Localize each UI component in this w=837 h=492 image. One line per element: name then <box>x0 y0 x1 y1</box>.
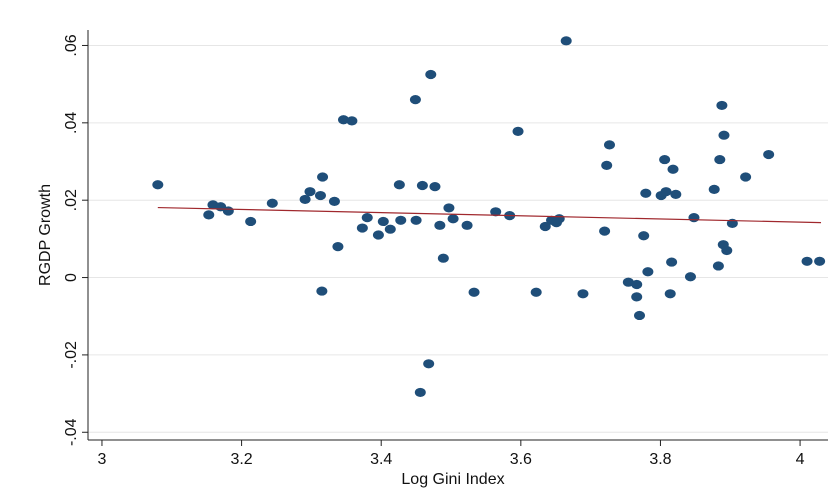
data-point <box>634 310 646 321</box>
data-point <box>530 287 542 297</box>
data-point <box>603 140 615 150</box>
data-point <box>372 230 384 240</box>
x-tick-label: 4 <box>796 451 805 468</box>
data-point <box>638 231 650 241</box>
data-point <box>266 198 278 208</box>
data-point <box>338 115 350 125</box>
data-point <box>512 126 524 136</box>
data-point <box>814 256 826 266</box>
grid-lines <box>88 44 828 433</box>
y-tick-label: -.02 <box>63 341 80 369</box>
data-point <box>718 130 730 140</box>
data-point <box>631 292 643 302</box>
y-tick-label: .06 <box>63 34 80 56</box>
data-point <box>203 210 215 220</box>
x-axis-title: Log Gini Index <box>401 471 504 488</box>
data-point <box>152 180 164 190</box>
data-point <box>410 215 422 225</box>
x-tick-label: 3.8 <box>649 451 671 468</box>
fitted-line <box>157 206 822 224</box>
data-point <box>601 160 613 170</box>
data-point <box>328 196 340 206</box>
data-point <box>708 184 720 194</box>
data-point <box>642 267 654 277</box>
data-point <box>688 212 700 223</box>
x-tick-label: 3.2 <box>230 451 252 468</box>
data-point <box>393 180 405 190</box>
x-tick-label: 3 <box>98 451 107 468</box>
y-tick-label: -.04 <box>63 418 80 446</box>
data-point <box>716 100 728 111</box>
y-tick-label: .02 <box>63 189 80 211</box>
data-point <box>304 187 316 197</box>
data-point <box>361 212 373 223</box>
data-point <box>666 257 678 267</box>
data-point <box>640 188 652 198</box>
data-point <box>314 190 326 201</box>
data-point <box>316 286 328 296</box>
data-point <box>299 194 311 205</box>
x-tick-label: 3.6 <box>510 451 532 468</box>
data-point <box>437 253 449 263</box>
data-point <box>721 245 733 256</box>
data-point <box>461 220 473 230</box>
data-point <box>384 224 396 234</box>
data-point <box>222 206 234 216</box>
data-point <box>599 226 611 236</box>
data-point <box>763 149 775 160</box>
data-point <box>553 214 565 224</box>
data-point <box>712 261 724 271</box>
data-point <box>414 387 426 398</box>
data-point <box>667 164 679 174</box>
data-point <box>434 220 446 230</box>
data-point <box>660 187 672 197</box>
data-point <box>395 215 407 225</box>
data-point <box>714 154 726 165</box>
data-point <box>332 242 344 252</box>
data-point <box>659 154 671 165</box>
data-point <box>670 189 682 199</box>
x-tick-label: 3.4 <box>370 451 392 468</box>
data-point <box>425 69 437 80</box>
data-point <box>560 36 572 46</box>
data-point <box>429 182 441 192</box>
data-point <box>622 277 634 287</box>
data-point <box>317 172 329 182</box>
data-point <box>346 116 358 126</box>
data-point <box>740 172 752 182</box>
data-point <box>577 289 589 299</box>
data-point <box>801 256 813 266</box>
data-point <box>423 359 435 369</box>
data-point <box>377 216 389 227</box>
y-tick-label: .04 <box>63 112 80 134</box>
y-tick-label: 0 <box>63 273 80 282</box>
data-point <box>631 279 643 290</box>
data-point <box>416 180 428 191</box>
plot-background <box>88 30 828 440</box>
data-point <box>684 272 696 282</box>
data-point <box>443 203 455 213</box>
data-point <box>468 287 480 297</box>
data-point <box>664 289 676 299</box>
y-axis-ticks: -.04 -.02 0 .02 .04 .06 <box>63 34 88 446</box>
x-axis-ticks: 3 3.2 3.4 3.6 3.8 4 <box>98 440 805 468</box>
y-axis-title: RGDP Growth <box>37 184 54 286</box>
data-point <box>245 216 257 227</box>
data-point <box>409 95 421 105</box>
data-point <box>447 214 459 224</box>
data-point <box>539 221 551 232</box>
data-point <box>490 207 502 217</box>
data-point <box>356 223 368 233</box>
